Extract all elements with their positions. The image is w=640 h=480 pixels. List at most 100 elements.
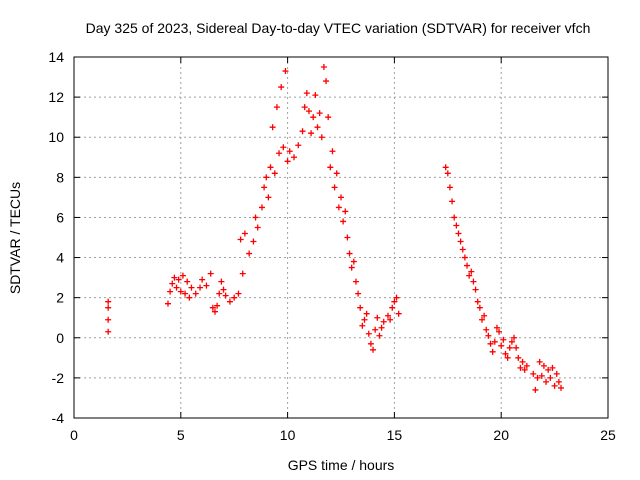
data-point [209,304,216,311]
data-point [241,230,248,237]
data-point [485,332,492,339]
data-point [357,304,364,311]
data-point [506,344,513,351]
data-point [246,250,253,257]
data-point [320,64,327,71]
data-point [314,124,321,131]
data-point [258,204,265,211]
data-point [519,358,526,365]
data-point [365,330,372,337]
data-point [523,362,530,369]
data-point [470,278,477,285]
data-point [218,278,225,285]
data-point [105,298,112,305]
data-point [171,274,178,281]
data-point [502,350,509,357]
data-point [303,90,310,97]
data-point [453,222,460,229]
data-point [549,364,556,371]
data-point [378,324,385,331]
data-point [263,174,270,181]
data-point [451,214,458,221]
data-point [188,284,195,291]
data-point [318,134,325,141]
y-tick-label: 10 [48,129,64,145]
data-point [182,290,189,297]
data-point [105,328,112,335]
data-point [273,104,280,111]
data-point [105,316,112,323]
data-point [299,128,306,135]
data-point [231,294,238,301]
data-point [444,170,451,177]
data-point [478,316,485,323]
data-point [316,110,323,117]
data-point [220,286,227,293]
data-point [545,366,552,373]
data-point [252,214,259,221]
data-point [504,354,511,361]
data-point [237,236,244,243]
data-point [374,314,381,321]
y-axis-label: SDTVAR / TECUs [7,182,23,294]
data-point [226,298,233,305]
y-tick-label: 4 [56,250,64,266]
data-point [207,270,214,277]
chart-title: Day 325 of 2023, Sidereal Day-to-day VTE… [86,20,591,36]
data-point [500,336,507,343]
data-point [472,286,479,293]
data-point [534,374,541,381]
data-point [355,290,362,297]
y-tick-label: 2 [56,290,64,306]
data-point [265,194,272,201]
data-point [487,340,494,347]
data-point [530,370,537,377]
data-point [555,378,562,385]
data-point [468,268,475,275]
data-point [177,288,184,295]
data-point [342,208,349,215]
data-point [558,384,565,391]
x-tick-labels: 0 5 10 15 20 25 [70,427,616,443]
data-point [350,258,357,265]
y-tick-label: 12 [48,89,64,105]
data-point [348,264,355,271]
data-point [538,372,545,379]
data-point [493,324,500,331]
data-point [389,304,396,311]
data-point [476,304,483,311]
data-point [459,246,466,253]
data-point [333,170,340,177]
data-point [197,284,204,291]
x-tick-label: 15 [387,427,403,443]
data-point [483,326,490,333]
data-point [359,322,366,329]
data-point [164,300,171,307]
axis-ticks [73,56,609,419]
y-tick-label: 8 [56,169,64,185]
data-point [393,294,400,301]
data-point [329,148,336,155]
data-point [387,316,394,323]
data-point [491,338,498,345]
data-point [515,354,522,361]
data-point [496,328,503,335]
data-point [521,366,528,373]
data-point [276,150,283,157]
data-point [532,386,539,393]
data-point [372,326,379,333]
data-point [367,340,374,347]
data-point [214,302,221,309]
data-point [192,290,199,297]
data-point [310,114,317,121]
y-tick-label: 6 [56,209,64,225]
data-point [338,194,344,201]
data-point [301,104,308,111]
data-point [175,276,182,283]
data-point [380,318,387,325]
data-point [235,290,242,297]
data-point [239,270,246,277]
data-point [186,294,193,301]
data-point [461,254,468,261]
data-point [536,358,543,365]
